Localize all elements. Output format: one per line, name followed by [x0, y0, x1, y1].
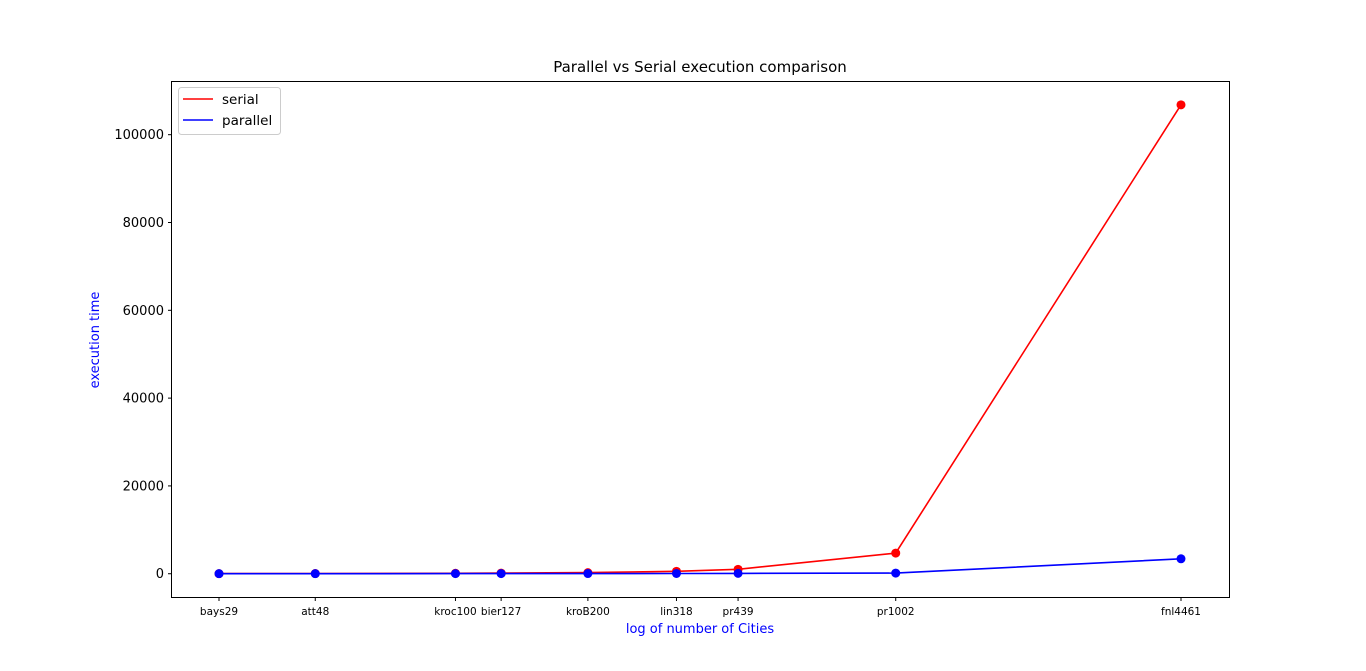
x-axis-label: log of number of Cities: [626, 622, 775, 637]
data-point-parallel: [1176, 554, 1186, 564]
data-point-parallel: [214, 569, 224, 579]
series-parallel: [214, 554, 1186, 579]
data-point-parallel: [583, 569, 593, 579]
data-point-parallel: [671, 568, 681, 578]
y-tick-label: 40000: [123, 392, 164, 407]
x-tick-label: lin318: [660, 606, 693, 618]
plot-frame: [171, 81, 1230, 598]
y-axis: 0 20000 40000 60000 80000 100000: [114, 128, 172, 582]
legend-label-serial: serial: [222, 92, 259, 108]
x-tick-label: kroc100: [434, 606, 476, 618]
data-point-parallel: [310, 569, 320, 579]
x-axis: bays29 att48 kroc100 bier127 kroB200 lin318 pr…: [200, 597, 1201, 618]
y-tick-label: 20000: [123, 479, 164, 494]
y-tick-label: 0: [156, 567, 164, 582]
series-layer: [214, 100, 1186, 579]
x-tick-label: att48: [301, 606, 329, 618]
chart-title: Parallel vs Serial execution comparison: [553, 58, 847, 76]
series-line-serial: [219, 104, 1182, 575]
legend-label-parallel: parallel: [222, 113, 272, 129]
data-point-serial: [891, 548, 901, 558]
x-tick-label: bays29: [200, 606, 238, 618]
data-point-parallel: [733, 568, 743, 578]
data-point-parallel: [891, 568, 901, 578]
legend: serial parallel: [178, 87, 281, 135]
x-tick-label: pr1002: [877, 606, 915, 618]
data-point-parallel: [450, 569, 460, 579]
x-tick-label: kroB200: [566, 606, 610, 618]
x-tick-label: bier127: [481, 606, 521, 618]
x-tick-label: fnl4461: [1161, 606, 1201, 618]
y-axis-label: execution time: [88, 292, 103, 389]
data-point-parallel: [496, 569, 506, 579]
x-tick-label: pr439: [723, 606, 754, 618]
data-point-serial: [1176, 100, 1186, 110]
series-line-parallel: [219, 558, 1182, 575]
series-serial: [214, 100, 1186, 579]
plot-area: [171, 81, 1230, 598]
y-tick-label: 60000: [123, 304, 164, 319]
y-tick-label: 100000: [114, 128, 164, 143]
y-tick-label: 80000: [123, 216, 164, 231]
